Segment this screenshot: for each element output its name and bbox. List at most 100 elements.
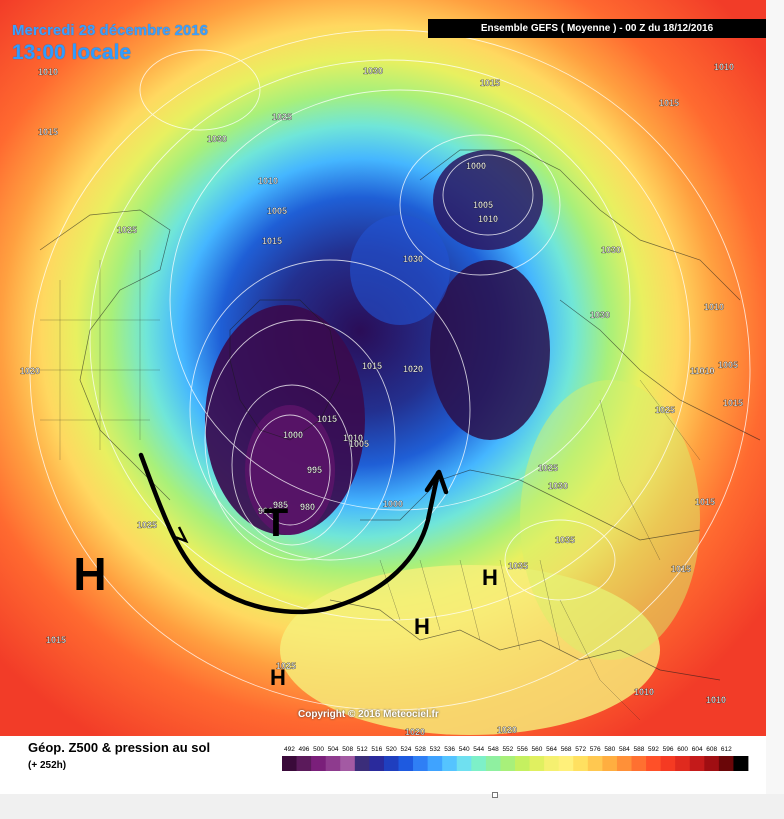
blue-trough-north xyxy=(350,215,450,325)
run-info-banner: Ensemble GEFS ( Moyenne ) - 00 Z du 18/1… xyxy=(428,19,766,38)
isobar-label: 1035 xyxy=(555,535,575,545)
isobar-label: 11010 xyxy=(690,366,715,376)
isobar-label: 1025 xyxy=(276,661,296,671)
isobar-label: 1035 xyxy=(508,561,528,571)
color-scale-cell xyxy=(733,756,749,771)
color-scale-cell xyxy=(296,756,312,771)
color-scale-cell xyxy=(704,756,720,771)
isobar-label: 1005 xyxy=(473,200,493,210)
color-scale-cell xyxy=(689,756,705,771)
color-scale-label: 560 xyxy=(532,746,543,753)
isobar-label: 1025 xyxy=(655,405,675,415)
pressure-centers: H T H H H xyxy=(73,501,498,690)
jet-stream-arrow xyxy=(138,452,441,615)
color-scale-label: 536 xyxy=(444,746,455,753)
color-scale-label: 524 xyxy=(401,746,412,753)
color-scale-label: 584 xyxy=(619,746,630,753)
isobar-label: 1005 xyxy=(267,206,287,216)
color-scale-label: 508 xyxy=(342,746,353,753)
isobar-label: 1000 xyxy=(283,430,303,440)
isobar-label: 980 xyxy=(300,502,315,512)
color-scale-label: 600 xyxy=(677,746,688,753)
color-scale-cell xyxy=(340,756,356,771)
isobar-labels: 1030 1015 1010 1015 1010 1015 1025 1030 1000 1005… xyxy=(20,62,743,736)
color-scale-label: 528 xyxy=(415,746,426,753)
geopotential-map-svg: 1030 1015 1010 1015 1010 1015 1025 1030 1000 1005… xyxy=(0,0,766,736)
isobar-label: 1020 xyxy=(497,725,517,735)
forecast-time: 13:00 locale xyxy=(12,41,132,64)
bottom-strip xyxy=(0,794,784,819)
isobar-contours xyxy=(29,29,751,711)
resize-handle[interactable] xyxy=(492,792,498,798)
color-scale-cell xyxy=(427,756,443,771)
color-scale-label: 596 xyxy=(663,746,674,753)
color-scale-label: 580 xyxy=(604,746,615,753)
north-low xyxy=(433,150,543,250)
forecast-date: Mercredi 28 décembre 2016 xyxy=(12,22,208,39)
color-scale-label: 556 xyxy=(517,746,528,753)
country-borders xyxy=(40,250,701,721)
copyright-text: Copyright © 2016 Meteociel.fr xyxy=(298,709,439,720)
color-scale-cell xyxy=(383,756,399,771)
isobar-label: 1030 xyxy=(207,134,227,144)
deep-low-core xyxy=(245,405,335,535)
color-scale-cell xyxy=(660,756,676,771)
isobar-label: 1025 xyxy=(272,112,292,122)
color-scale-cells xyxy=(282,756,749,771)
isobar-label: 1010 xyxy=(706,695,726,705)
color-scale-label: 604 xyxy=(692,746,703,753)
color-scale-cell xyxy=(456,756,472,771)
color-scale-cell xyxy=(369,756,385,771)
color-scale-label: 588 xyxy=(634,746,645,753)
isobar-label: 1030 xyxy=(601,245,621,255)
color-scale-label: 564 xyxy=(546,746,557,753)
color-scale-cell xyxy=(616,756,632,771)
isobar-label: 1025 xyxy=(538,463,558,473)
isobar-label: 1005 xyxy=(718,360,738,370)
isobar-label: 995 xyxy=(307,465,322,475)
color-scale-cell xyxy=(602,756,618,771)
color-scale-cell xyxy=(311,756,327,771)
color-scale-cell xyxy=(529,756,545,771)
color-scale-label: 572 xyxy=(575,746,586,753)
secondary-low xyxy=(430,260,550,440)
high-pressure-marker: H xyxy=(482,565,498,590)
isobar-label: 985 xyxy=(273,500,288,510)
weather-map: 1030 1015 1010 1015 1010 1015 1025 1030 1000 1005… xyxy=(0,0,766,736)
color-scale-cell xyxy=(558,756,574,771)
color-scale-label: 568 xyxy=(561,746,572,753)
color-scale-labels: 492 496 500 504 508 512 516 520 524 528 532 536 540 5… xyxy=(284,746,732,753)
color-scale-cell xyxy=(282,756,297,771)
color-scale-cell xyxy=(354,756,370,771)
color-scale-cell xyxy=(675,756,691,771)
color-scale-label: 540 xyxy=(459,746,470,753)
isobar-label: 1020 xyxy=(403,364,423,374)
color-scale-label: 496 xyxy=(299,746,310,753)
isobar-label: 1020 xyxy=(20,366,40,376)
isobar-label: 1000 xyxy=(383,499,403,509)
isobar-label: 1030 xyxy=(363,66,383,76)
isobar-label: 1015 xyxy=(723,398,743,408)
isobar-label: 1015 xyxy=(659,98,679,108)
low-pressure-marker: T xyxy=(264,501,288,545)
color-scale-cell xyxy=(325,756,341,771)
color-scale-cell xyxy=(500,756,516,771)
jet-arrowhead xyxy=(424,469,449,495)
high-pressure-marker: H xyxy=(270,665,286,690)
isobar-label: 1010 xyxy=(258,176,278,186)
color-scale-label: 492 xyxy=(284,746,295,753)
isobar-label: 1010 xyxy=(634,687,654,697)
color-scale-label: 544 xyxy=(473,746,484,753)
color-scale-cell xyxy=(573,756,589,771)
color-scale-cell xyxy=(485,756,501,771)
isobar-label: 1010 xyxy=(478,214,498,224)
high-pressure-marker: H xyxy=(73,548,106,600)
color-scale-label: 500 xyxy=(313,746,324,753)
isobar-label: 990 xyxy=(258,506,273,516)
isobar-label: 1010 xyxy=(38,67,58,77)
high-pressure-marker: H xyxy=(414,614,430,639)
isobar-label: 1025 xyxy=(117,225,137,235)
isobar-label: 1015 xyxy=(46,635,66,645)
isobar-label: 1010 xyxy=(704,302,724,312)
color-scale-label: 548 xyxy=(488,746,499,753)
